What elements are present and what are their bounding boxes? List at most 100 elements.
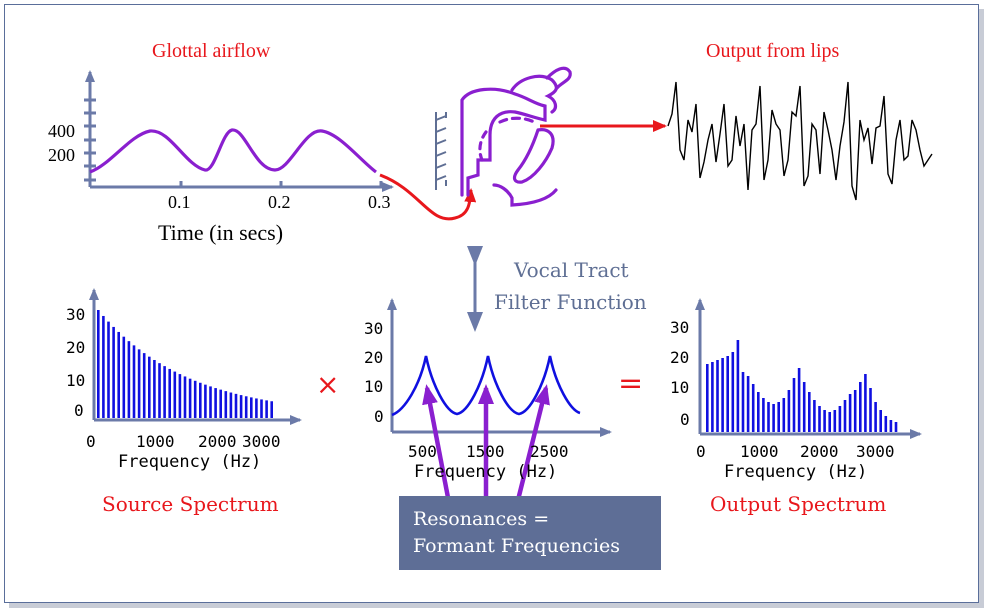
glottal-title: Glottal airflow <box>152 40 271 62</box>
source-bar <box>234 393 238 418</box>
output-bar <box>869 388 872 432</box>
source-bar <box>209 386 212 418</box>
output-bar <box>716 360 719 432</box>
output-bar <box>741 372 745 432</box>
glottal-xtick-0.2: 0.2 <box>268 192 291 212</box>
filter-xtick-500: 500 <box>408 442 437 461</box>
glottal-waveform <box>89 128 377 174</box>
output-bar <box>751 384 755 432</box>
source-ytick-0: 0 <box>74 401 84 420</box>
output-bar <box>833 410 837 432</box>
glottal-xtick-0.1: 0.1 <box>168 192 191 212</box>
source-ytick-10: 10 <box>66 371 86 390</box>
output-bar <box>884 416 888 432</box>
output-bar <box>889 420 893 432</box>
resonances-line-1: Resonances = <box>413 508 550 530</box>
output-bar <box>879 410 882 432</box>
output-xtick-3000: 3000 <box>856 442 895 461</box>
filter-axes <box>387 298 612 437</box>
output-bars <box>706 340 898 432</box>
output-xtick-2000: 2000 <box>800 442 839 461</box>
source-bar <box>163 366 166 418</box>
source-bar <box>122 336 126 418</box>
output-bar <box>777 402 780 432</box>
source-bar <box>168 368 171 418</box>
output-bar <box>823 410 826 432</box>
source-bar <box>107 321 110 418</box>
source-ytick-30: 30 <box>66 305 86 324</box>
source-bar <box>102 315 105 418</box>
glottal-ytick-200: 200 <box>48 145 75 165</box>
output-bar <box>874 402 877 432</box>
glottal-axes <box>84 70 394 192</box>
source-bar <box>117 331 120 418</box>
filter-ytick-0: 0 <box>374 407 384 426</box>
output-xtick-0: 0 <box>696 442 706 461</box>
output-axes <box>695 298 922 439</box>
source-bar <box>153 359 156 418</box>
source-bar <box>255 398 258 418</box>
output-bar <box>772 404 775 432</box>
glottal-to-tract-arrow <box>379 173 477 221</box>
output-bar <box>813 400 816 432</box>
output-ytick-20: 20 <box>670 348 690 367</box>
source-bar <box>127 341 131 418</box>
output-bar <box>757 392 760 432</box>
source-bar <box>112 326 115 418</box>
source-bar <box>173 371 177 418</box>
source-bar <box>229 392 233 418</box>
source-bar <box>224 391 228 418</box>
output-xtick-1000: 1000 <box>740 442 779 461</box>
output-bar <box>808 392 811 432</box>
filter-ytick-20: 20 <box>364 348 384 367</box>
source-xtick-0: 0 <box>86 432 96 451</box>
output-bar <box>853 390 857 432</box>
output-xlabel: Frequency (Hz) <box>724 462 868 482</box>
source-bar <box>239 395 243 418</box>
output-bar <box>762 398 765 432</box>
output-ytick-0: 0 <box>680 410 690 429</box>
output-bar <box>848 394 852 432</box>
glottal-ytick-400: 400 <box>48 121 75 141</box>
output-ytick-10: 10 <box>670 378 690 397</box>
filter-ytick-10: 10 <box>364 377 384 396</box>
output-bar <box>726 356 729 432</box>
output-bar <box>792 378 796 432</box>
resonances-line-2: Formant Frequencies <box>413 535 621 557</box>
source-bar <box>158 363 161 418</box>
teeth-icon <box>435 112 447 190</box>
output-bar <box>859 382 862 432</box>
source-bar <box>214 388 217 418</box>
source-bar <box>193 380 197 418</box>
glottal-xtick-0.3: 0.3 <box>368 192 391 212</box>
source-bar <box>142 353 146 418</box>
source-bar <box>188 378 192 418</box>
output-bar <box>706 364 709 432</box>
source-bar <box>183 376 187 418</box>
lips-waveform <box>667 81 933 201</box>
source-bar <box>97 310 100 418</box>
output-bar <box>864 374 867 432</box>
output-bar <box>894 422 898 432</box>
source-bar <box>199 382 202 418</box>
output-bar <box>736 340 740 432</box>
source-bar <box>250 397 253 418</box>
output-bar <box>838 406 842 432</box>
source-bar <box>219 389 222 418</box>
source-title: Source Spectrum <box>102 492 279 516</box>
source-xtick-2000: 2000 <box>198 432 237 451</box>
output-bar <box>843 400 847 432</box>
output-bar <box>787 390 791 432</box>
output-bar <box>721 358 724 432</box>
lips-title: Output from lips <box>706 40 840 62</box>
output-bar <box>828 412 831 432</box>
output-title: Output Spectrum <box>710 492 887 516</box>
vocal-tract-label-1: Vocal Tract <box>514 258 629 282</box>
filter-xtick-1500: 1500 <box>466 442 505 461</box>
source-bar <box>265 400 268 418</box>
source-bar <box>137 349 141 418</box>
output-bar <box>797 368 801 432</box>
source-xtick-1000: 1000 <box>136 432 175 451</box>
